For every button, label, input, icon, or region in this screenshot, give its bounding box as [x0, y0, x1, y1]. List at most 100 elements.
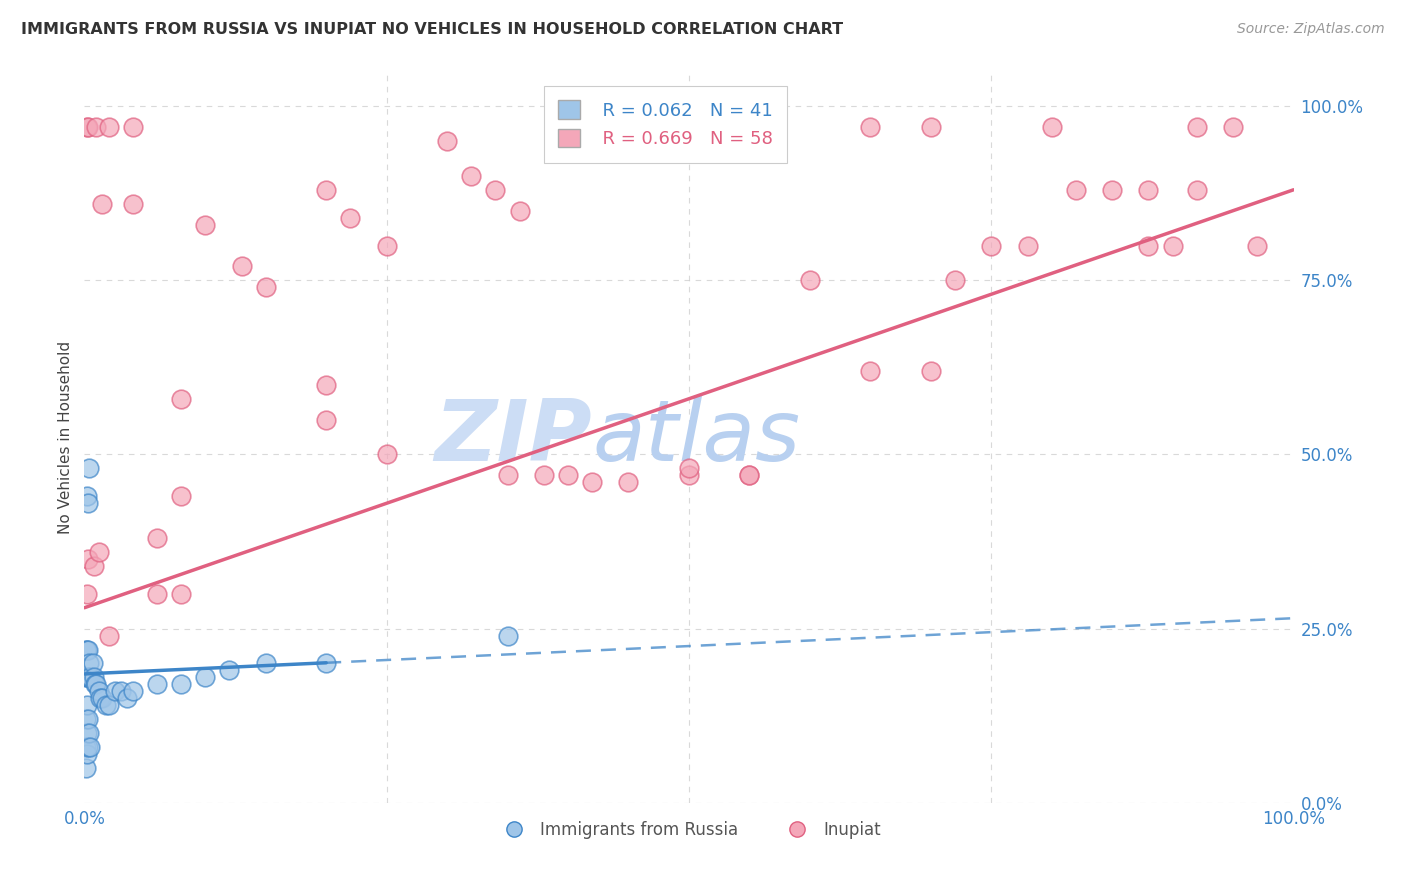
Point	[84, 677, 107, 691]
Point	[87, 545, 110, 559]
Point	[315, 657, 337, 671]
Point	[170, 392, 193, 406]
Point	[121, 196, 143, 211]
Point	[76, 726, 98, 740]
Point	[170, 489, 193, 503]
Point	[339, 211, 361, 225]
Point	[77, 726, 100, 740]
Point	[94, 698, 117, 713]
Point	[738, 468, 761, 483]
Point	[315, 412, 337, 426]
Point	[315, 183, 337, 197]
Point	[86, 677, 108, 691]
Point	[1185, 120, 1208, 134]
Point	[799, 273, 821, 287]
Point	[1246, 238, 1268, 252]
Point	[79, 670, 101, 684]
Point	[375, 238, 398, 252]
Point	[920, 364, 942, 378]
Point	[77, 642, 100, 657]
Point	[738, 468, 761, 483]
Point	[97, 698, 120, 713]
Point	[496, 468, 519, 483]
Point	[859, 120, 882, 134]
Point	[91, 196, 114, 211]
Legend: Immigrants from Russia, Inupiat: Immigrants from Russia, Inupiat	[491, 814, 887, 846]
Point	[76, 587, 98, 601]
Point	[460, 169, 482, 183]
Point	[218, 664, 240, 678]
Point	[678, 468, 700, 483]
Point	[375, 448, 398, 462]
Point	[77, 461, 100, 475]
Point	[484, 183, 506, 197]
Point	[76, 698, 98, 713]
Point	[943, 273, 966, 287]
Point	[77, 657, 100, 671]
Text: IMMIGRANTS FROM RUSSIA VS INUPIAT NO VEHICLES IN HOUSEHOLD CORRELATION CHART: IMMIGRANTS FROM RUSSIA VS INUPIAT NO VEH…	[21, 22, 844, 37]
Point	[121, 684, 143, 698]
Point	[97, 629, 120, 643]
Point	[315, 377, 337, 392]
Text: atlas: atlas	[592, 395, 800, 479]
Point	[121, 120, 143, 134]
Point	[436, 134, 458, 148]
Point	[79, 740, 101, 755]
Point	[77, 712, 100, 726]
Point	[97, 120, 120, 134]
Point	[254, 657, 277, 671]
Point	[146, 531, 169, 545]
Y-axis label: No Vehicles in Household: No Vehicles in Household	[58, 341, 73, 533]
Point	[920, 120, 942, 134]
Point	[1064, 183, 1087, 197]
Point	[678, 461, 700, 475]
Point	[581, 475, 603, 490]
Point	[170, 677, 193, 691]
Point	[75, 740, 97, 755]
Point	[77, 670, 100, 684]
Point	[1137, 238, 1160, 252]
Point	[859, 364, 882, 378]
Point	[82, 657, 104, 671]
Point	[557, 468, 579, 483]
Point	[1137, 183, 1160, 197]
Point	[77, 552, 100, 566]
Point	[146, 587, 169, 601]
Point	[75, 670, 97, 684]
Point	[76, 120, 98, 134]
Point	[75, 761, 97, 775]
Point	[83, 670, 105, 684]
Point	[104, 684, 127, 698]
Point	[75, 642, 97, 657]
Point	[509, 203, 531, 218]
Point	[1017, 238, 1039, 252]
Point	[83, 558, 105, 573]
Point	[75, 712, 97, 726]
Point	[1185, 183, 1208, 197]
Point	[110, 684, 132, 698]
Text: Source: ZipAtlas.com: Source: ZipAtlas.com	[1237, 22, 1385, 37]
Point	[77, 120, 100, 134]
Point	[77, 496, 100, 510]
Point	[91, 691, 114, 706]
Point	[89, 691, 111, 706]
Point	[146, 677, 169, 691]
Point	[496, 629, 519, 643]
Point	[1222, 120, 1244, 134]
Point	[76, 642, 98, 657]
Point	[86, 120, 108, 134]
Point	[533, 468, 555, 483]
Point	[980, 238, 1002, 252]
Point	[115, 691, 138, 706]
Point	[254, 280, 277, 294]
Point	[76, 747, 98, 761]
Point	[231, 260, 253, 274]
Text: ZIP: ZIP	[434, 395, 592, 479]
Point	[76, 670, 98, 684]
Point	[194, 670, 217, 684]
Point	[1161, 238, 1184, 252]
Point	[76, 489, 98, 503]
Point	[617, 475, 640, 490]
Point	[87, 684, 110, 698]
Point	[1040, 120, 1063, 134]
